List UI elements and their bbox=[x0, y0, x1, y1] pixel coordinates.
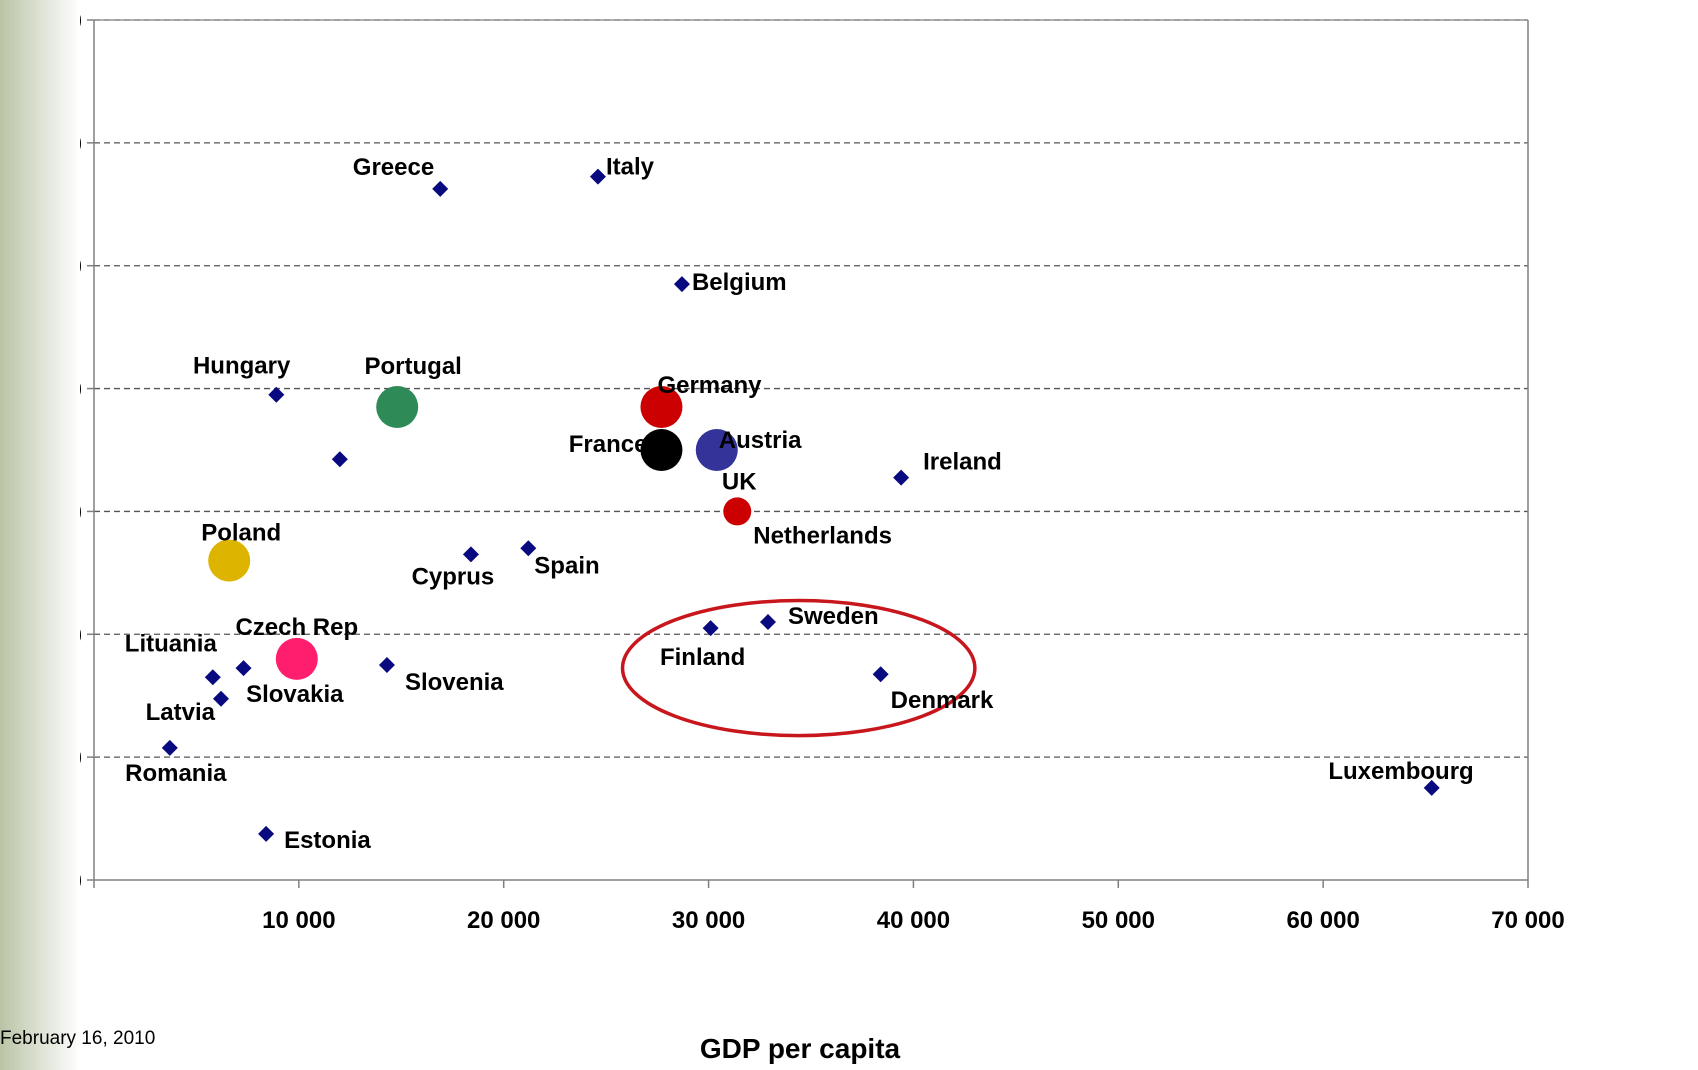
point-label-estonia: Estonia bbox=[284, 827, 371, 854]
point-label-latvia: Latvia bbox=[146, 699, 216, 726]
point-label-austria: Austria bbox=[719, 427, 802, 454]
y-tick-label: 100 bbox=[80, 254, 82, 281]
data-point-diamond bbox=[673, 276, 690, 293]
data-point-diamond bbox=[204, 669, 221, 686]
data-point-circle bbox=[208, 539, 251, 582]
y-tick-label: 20 bbox=[80, 745, 82, 772]
y-tick-label: 120 bbox=[80, 131, 82, 158]
data-point-diamond bbox=[161, 739, 178, 756]
point-label-finland: Finland bbox=[660, 644, 745, 671]
point-label-ireland: Ireland bbox=[923, 449, 1002, 476]
point-label-spain: Spain bbox=[534, 552, 599, 579]
point-label-greece: Greece bbox=[353, 154, 434, 181]
point-label-denmark: Denmark bbox=[891, 687, 994, 714]
data-point-diamond bbox=[1423, 779, 1440, 796]
point-label-france: France bbox=[569, 431, 648, 458]
y-tick-label: 80 bbox=[80, 377, 82, 404]
highlight-group bbox=[620, 598, 977, 738]
point-label-hungary: Hungary bbox=[193, 353, 291, 380]
data-point-diamond bbox=[235, 660, 252, 677]
data-point-diamond bbox=[872, 666, 889, 683]
footer-date: February 16, 2010 bbox=[0, 1028, 156, 1049]
point-label-romania: Romania bbox=[125, 760, 227, 787]
point-label-belgium: Belgium bbox=[692, 269, 787, 296]
data-point-circle bbox=[640, 429, 683, 471]
point-label-cyprus: Cyprus bbox=[412, 563, 495, 590]
x-tick-label: 20 000 bbox=[467, 907, 540, 934]
data-point-circle bbox=[376, 386, 419, 428]
data-point-diamond bbox=[432, 180, 449, 197]
data-point-circle bbox=[695, 429, 738, 471]
x-tick-label: 40 000 bbox=[877, 907, 950, 934]
data-point-diamond bbox=[893, 469, 910, 486]
data-point-diamond bbox=[268, 386, 285, 403]
y-tick-label: 140 bbox=[80, 8, 82, 35]
y-tick-label: 60 bbox=[80, 499, 82, 526]
point-label-slovenia: Slovenia bbox=[405, 669, 504, 696]
point-label-sweden: Sweden bbox=[788, 603, 879, 630]
x-tick-label: 70 000 bbox=[1491, 907, 1564, 934]
y-tick-label: 0 bbox=[80, 868, 82, 895]
point-label-slovakia: Slovakia bbox=[246, 681, 344, 708]
data-point-diamond bbox=[213, 690, 230, 707]
data-points bbox=[161, 168, 1440, 842]
background-photo-strip bbox=[0, 0, 80, 1070]
point-label-italy: Italy bbox=[606, 154, 655, 181]
data-point-diamond bbox=[378, 657, 395, 673]
axes bbox=[87, 19, 1529, 888]
data-point-diamond bbox=[331, 451, 348, 468]
data-point-circle bbox=[640, 386, 683, 428]
point-label-portugal: Portugal bbox=[365, 353, 462, 380]
point-label-netherlands: Netherlands bbox=[753, 522, 892, 549]
data-point-diamond bbox=[702, 620, 719, 637]
point-label-uk: UK bbox=[722, 468, 757, 495]
data-point-diamond bbox=[759, 614, 776, 630]
data-point-diamond bbox=[462, 546, 479, 563]
x-tick-label: 30 000 bbox=[672, 907, 745, 934]
point-label-czech-rep: Czech Rep bbox=[235, 614, 358, 641]
point-label-germany: Germany bbox=[657, 372, 762, 399]
x-tick-label: 10 000 bbox=[262, 907, 335, 934]
point-label-lituania: Lituania bbox=[125, 630, 218, 657]
point-labels: Greece Italy Belgium Hungary Portugal Germany… bbox=[125, 154, 1474, 854]
point-label-poland: Poland bbox=[201, 520, 281, 547]
y-tick-label: 40 bbox=[80, 622, 82, 649]
x-tick-label: 60 000 bbox=[1286, 907, 1359, 934]
data-point-diamond bbox=[589, 168, 606, 185]
data-point-circle bbox=[275, 637, 318, 680]
highlight-ellipse bbox=[620, 598, 977, 738]
point-label-luxembourg: Luxembourg bbox=[1328, 758, 1473, 785]
data-point-diamond bbox=[520, 540, 537, 557]
data-point-circle bbox=[723, 497, 752, 526]
data-point-diamond bbox=[258, 825, 275, 842]
x-tick-label: 50 000 bbox=[1082, 907, 1155, 934]
x-axis-title: GDP per capita bbox=[700, 1033, 901, 1064]
